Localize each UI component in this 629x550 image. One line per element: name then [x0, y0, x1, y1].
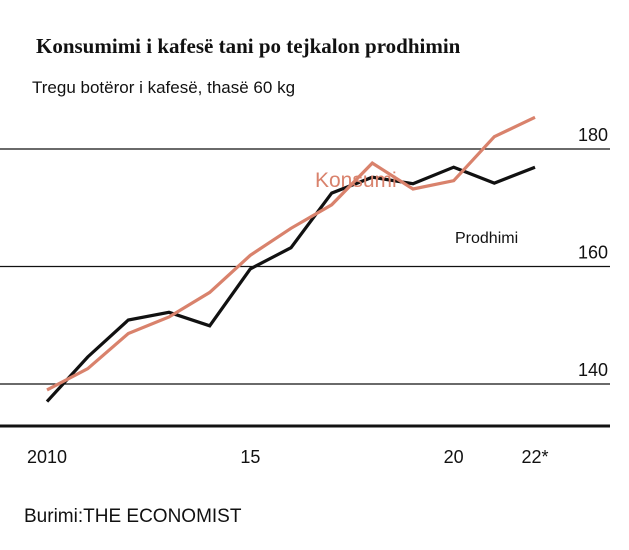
- series-labels: Konsumi Prodhimi: [315, 169, 518, 247]
- source-note: Burimi:THE ECONOMIST: [24, 506, 241, 528]
- y-tick-label: 140: [578, 360, 608, 380]
- y-tick-label: 180: [578, 125, 608, 145]
- series-label-prodhimi: Prodhimi: [455, 230, 518, 247]
- source-name: THE ECONOMIST: [83, 506, 242, 527]
- source-label: Burimi:: [24, 506, 84, 527]
- x-tick-labels: 2010 15 20 22*: [27, 447, 549, 467]
- chart-subtitle: Tregu botëror i kafesë, thasë 60 kg: [32, 78, 296, 97]
- series-line-prodhimi: [45, 165, 536, 403]
- x-tick-label: 22*: [521, 447, 548, 467]
- series-lines: [45, 115, 536, 403]
- series-line-konsumi: [46, 115, 536, 392]
- gridlines: [0, 148, 610, 385]
- y-tick-label: 160: [578, 243, 608, 263]
- series-label-konsumi: Konsumi: [315, 169, 397, 192]
- x-tick-label: 20: [444, 447, 464, 467]
- y-tick-labels: 140 160 180: [578, 125, 608, 380]
- x-tick-label: 15: [240, 447, 260, 467]
- x-tick-label: 2010: [27, 447, 67, 467]
- chart-title: Konsumimi i kafesë tani po tejkalon prod…: [36, 34, 461, 58]
